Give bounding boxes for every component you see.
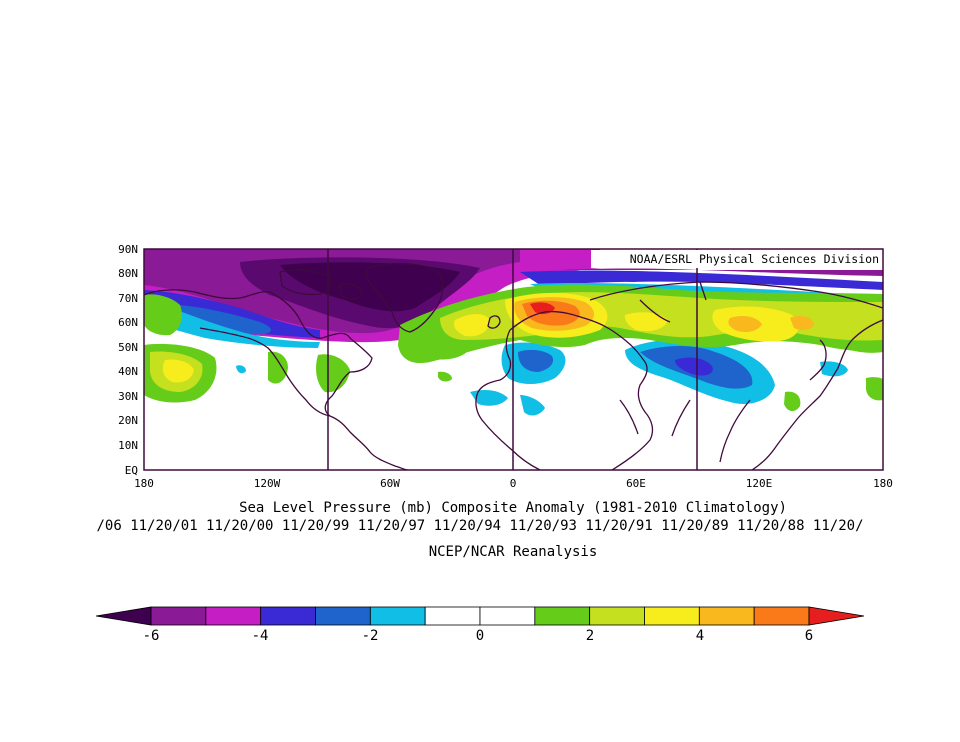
japan-outline <box>809 339 827 381</box>
lat-label-50n: 50N <box>118 341 138 354</box>
figure-title: Sea Level Pressure (mb) Composite Anomal… <box>239 500 787 516</box>
continent-outlines <box>144 262 883 470</box>
lat-label-eq: EQ <box>125 464 138 477</box>
lon-label-180w: 180 <box>134 477 154 490</box>
lon-label-120w: 120W <box>254 477 281 490</box>
lon-label-60w: 60W <box>380 477 400 490</box>
reference-meridians <box>327 249 698 470</box>
asia-outline <box>589 281 883 470</box>
data-source: NCEP/NCAR Reanalysis <box>429 544 598 560</box>
colorbar-swatch <box>534 606 591 626</box>
lat-label-20n: 20N <box>118 414 138 427</box>
colorbar-tick-4: 4 <box>696 628 704 644</box>
lat-label-30n: 30N <box>118 390 138 403</box>
credit-box <box>591 250 882 268</box>
colorbar-swatch <box>589 606 645 626</box>
lon-label-120e: 120E <box>746 477 773 490</box>
colorbar-tick-6: 6 <box>805 628 813 644</box>
colorbar-swatch <box>150 606 207 626</box>
colorbar-low-arrow <box>95 606 152 626</box>
colorbar-swatch <box>260 606 316 626</box>
arctic-islands-outline <box>279 269 363 300</box>
uk-outline <box>487 315 501 329</box>
lat-label-80n: 80N <box>118 267 138 280</box>
colorbar-tick-2: 2 <box>586 628 594 644</box>
color-bar <box>95 606 865 626</box>
colorbar-swatch <box>698 606 755 626</box>
colorbar-tick-minus-6: -6 <box>143 628 160 644</box>
colorbar-swatch <box>753 606 810 626</box>
lat-label-70n: 70N <box>118 292 138 305</box>
lon-label-60e: 60E <box>626 477 646 490</box>
lat-label-90n: 90N <box>118 243 138 256</box>
colorbar-swatch <box>644 606 700 626</box>
positive-anomaly-shading <box>144 284 883 412</box>
lon-label-180e: 180 <box>873 477 893 490</box>
lat-label-40n: 40N <box>118 365 138 378</box>
greenland-outline <box>365 262 444 333</box>
colorbar-tick-minus-4: -4 <box>252 628 269 644</box>
colorbar-swatch <box>424 606 481 626</box>
map-frame <box>143 248 884 471</box>
lat-label-10n: 10N <box>118 439 138 452</box>
colorbar-swatch <box>205 606 262 626</box>
europe-africa-outline <box>475 310 654 470</box>
colorbar-swatch <box>369 606 426 626</box>
longitude-axis: 180 120W 60W 0 60E 120E 180 <box>134 477 893 490</box>
lat-label-60n: 60N <box>118 316 138 329</box>
colorbar-tick-0: 0 <box>476 628 484 644</box>
latitude-axis: 90N 80N 70N 60N 50N 40N 30N 20N 10N EQ <box>118 243 138 477</box>
colorbar-swatch <box>479 606 536 626</box>
lon-label-0: 0 <box>510 477 517 490</box>
colorbar-tick-minus-2: -2 <box>362 628 379 644</box>
color-bar-ticks: -6 -4 -2 0 2 4 6 <box>143 628 814 644</box>
colorbar-swatch <box>315 606 371 626</box>
colorbar-high-arrow <box>808 606 865 626</box>
north-america-outline <box>144 289 409 470</box>
map-panel <box>144 249 883 470</box>
credit-label: NOAA/ESRL Physical Sciences Division <box>630 252 879 266</box>
composite-dates: /06 11/20/01 11/20/00 11/20/99 11/20/97 … <box>96 518 863 534</box>
